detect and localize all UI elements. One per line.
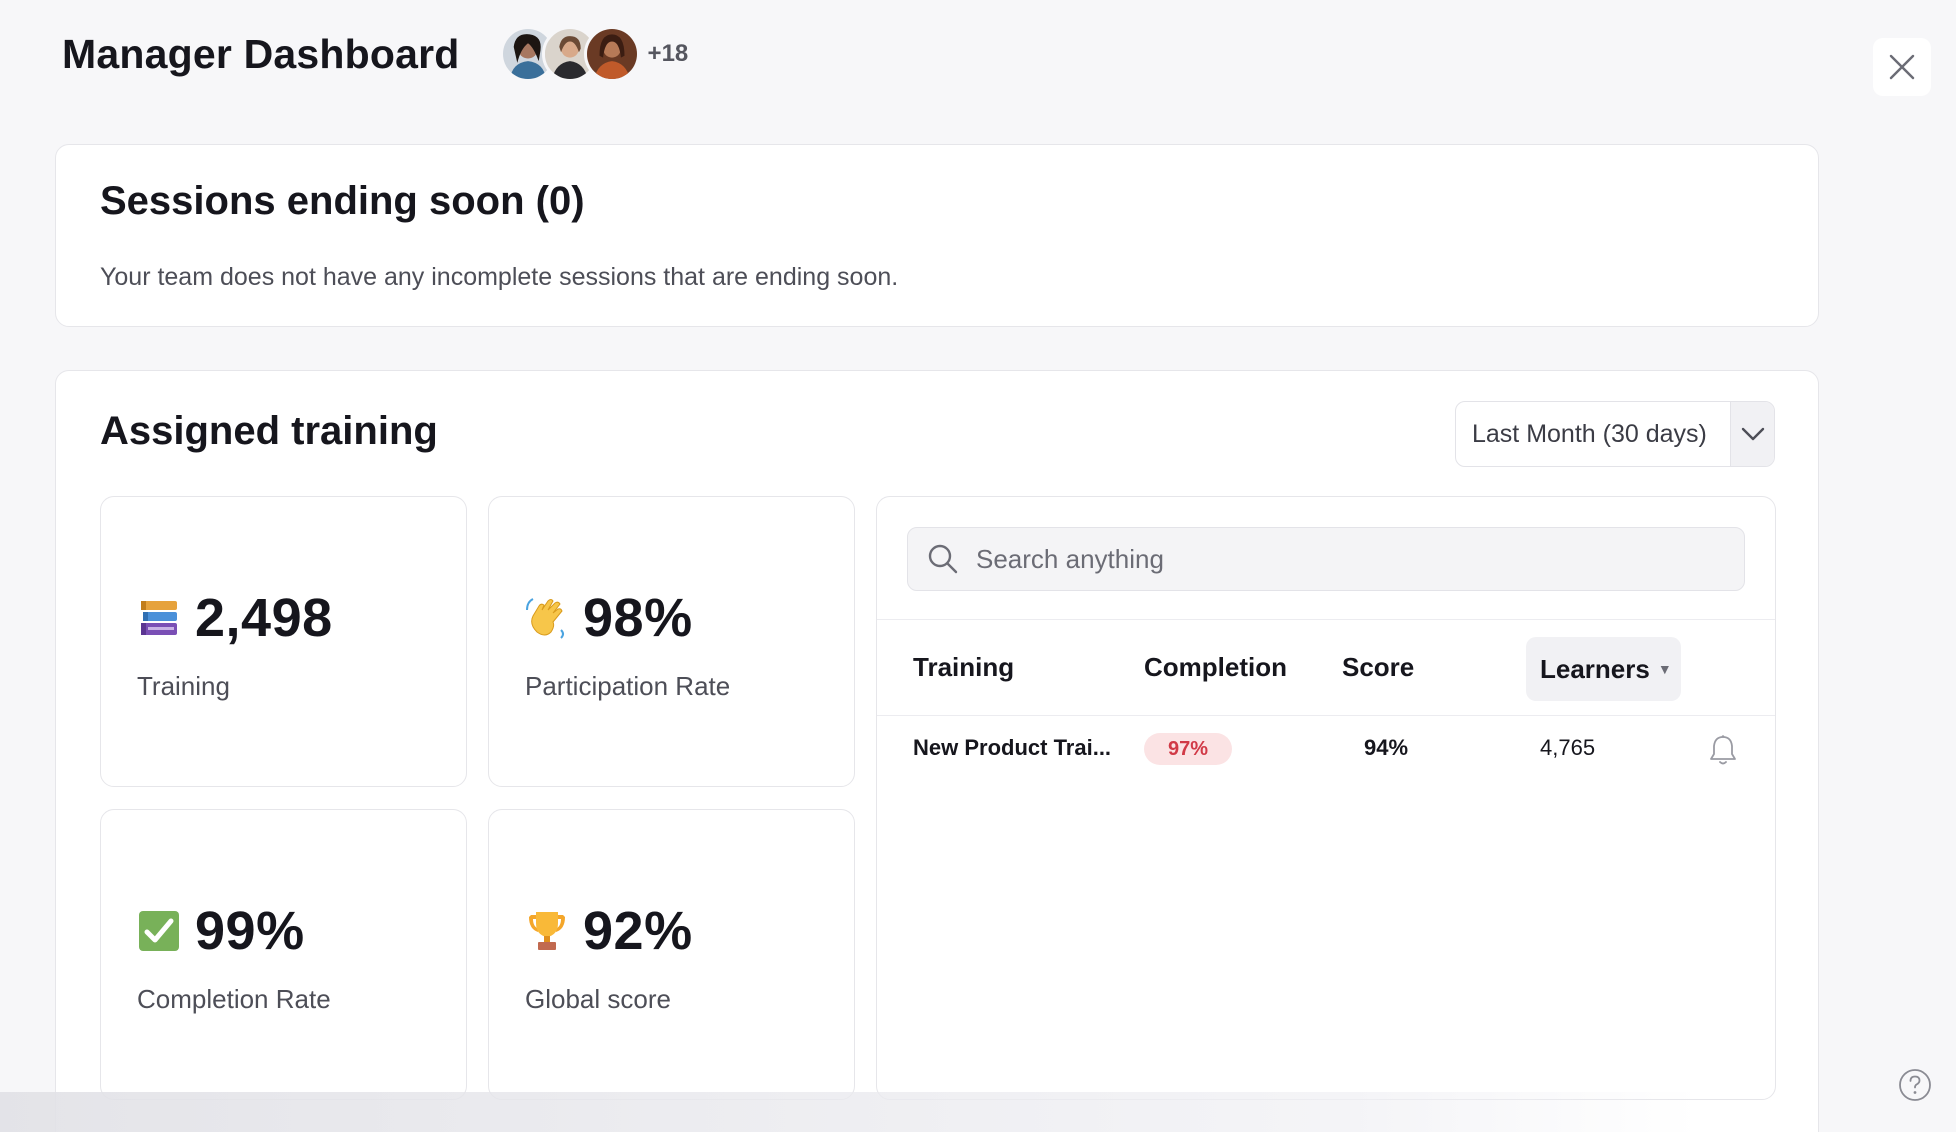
close-icon: [1889, 54, 1915, 80]
stat-tile-completion: 99% Completion Rate: [100, 809, 467, 1100]
header: Manager Dashboard +18: [62, 24, 688, 84]
period-select[interactable]: Last Month (30 days): [1455, 401, 1775, 467]
stat-tile-training: 2,498 Training: [100, 496, 467, 787]
check-box-icon: [137, 909, 181, 953]
stat-tile-global-score: 92% Global score: [488, 809, 855, 1100]
search-input[interactable]: [976, 543, 1744, 575]
close-button[interactable]: [1873, 38, 1931, 96]
avatar-more-count[interactable]: +18: [647, 40, 689, 67]
help-icon[interactable]: [1898, 1068, 1932, 1102]
sort-desc-icon: ▼: [1657, 661, 1672, 677]
stat-tile-participation: 98% Participation Rate: [488, 496, 855, 787]
books-icon: [137, 596, 181, 640]
page-title: Manager Dashboard: [62, 30, 460, 77]
column-header-training[interactable]: Training: [913, 652, 1015, 682]
divider: [877, 715, 1775, 716]
column-header-score[interactable]: Score: [1342, 652, 1415, 682]
stat-label: Participation Rate: [525, 671, 731, 701]
avatar[interactable]: [583, 26, 640, 82]
stat-value: 2,498: [195, 588, 333, 648]
team-avatars[interactable]: +18: [499, 26, 689, 82]
stat-value: 99%: [195, 901, 305, 961]
column-header-learners-label: Learners: [1540, 653, 1650, 684]
search-icon: [928, 544, 958, 574]
completion-badge: 97%: [1144, 733, 1232, 765]
divider: [877, 619, 1775, 620]
training-table-panel: Training Completion Score Learners ▼ New…: [876, 496, 1776, 1100]
assigned-training-card: Assigned training Last Month (30 days): [55, 370, 1819, 1132]
period-select-value: Last Month (30 days): [1472, 419, 1707, 448]
search-box[interactable]: [907, 527, 1745, 591]
bottom-shadow: [0, 1092, 1700, 1132]
sessions-ending-card: Sessions ending soon (0) Your team does …: [55, 144, 1819, 327]
training-name-cell[interactable]: New Product Trai...: [913, 735, 1112, 760]
assigned-training-heading: Assigned training: [100, 409, 438, 453]
score-cell: 94%: [1364, 735, 1409, 760]
stat-label: Completion Rate: [137, 984, 331, 1014]
chevron-down-icon[interactable]: [1730, 402, 1774, 466]
learners-cell: 4,765: [1540, 735, 1596, 760]
stat-label: Training: [137, 671, 230, 701]
column-header-learners[interactable]: Learners ▼: [1526, 637, 1681, 701]
avatar[interactable]: [499, 26, 556, 82]
sessions-heading: Sessions ending soon (0): [100, 179, 585, 223]
stat-label: Global score: [525, 984, 671, 1014]
trophy-icon: [525, 909, 569, 953]
avatar[interactable]: [541, 26, 598, 82]
bell-icon[interactable]: [1708, 734, 1738, 766]
sessions-description: Your team does not have any incomplete s…: [100, 263, 899, 291]
stat-value: 98%: [583, 588, 693, 648]
column-header-completion[interactable]: Completion: [1144, 652, 1287, 682]
stat-value: 92%: [583, 901, 693, 961]
waving-hand-icon: [525, 596, 569, 640]
